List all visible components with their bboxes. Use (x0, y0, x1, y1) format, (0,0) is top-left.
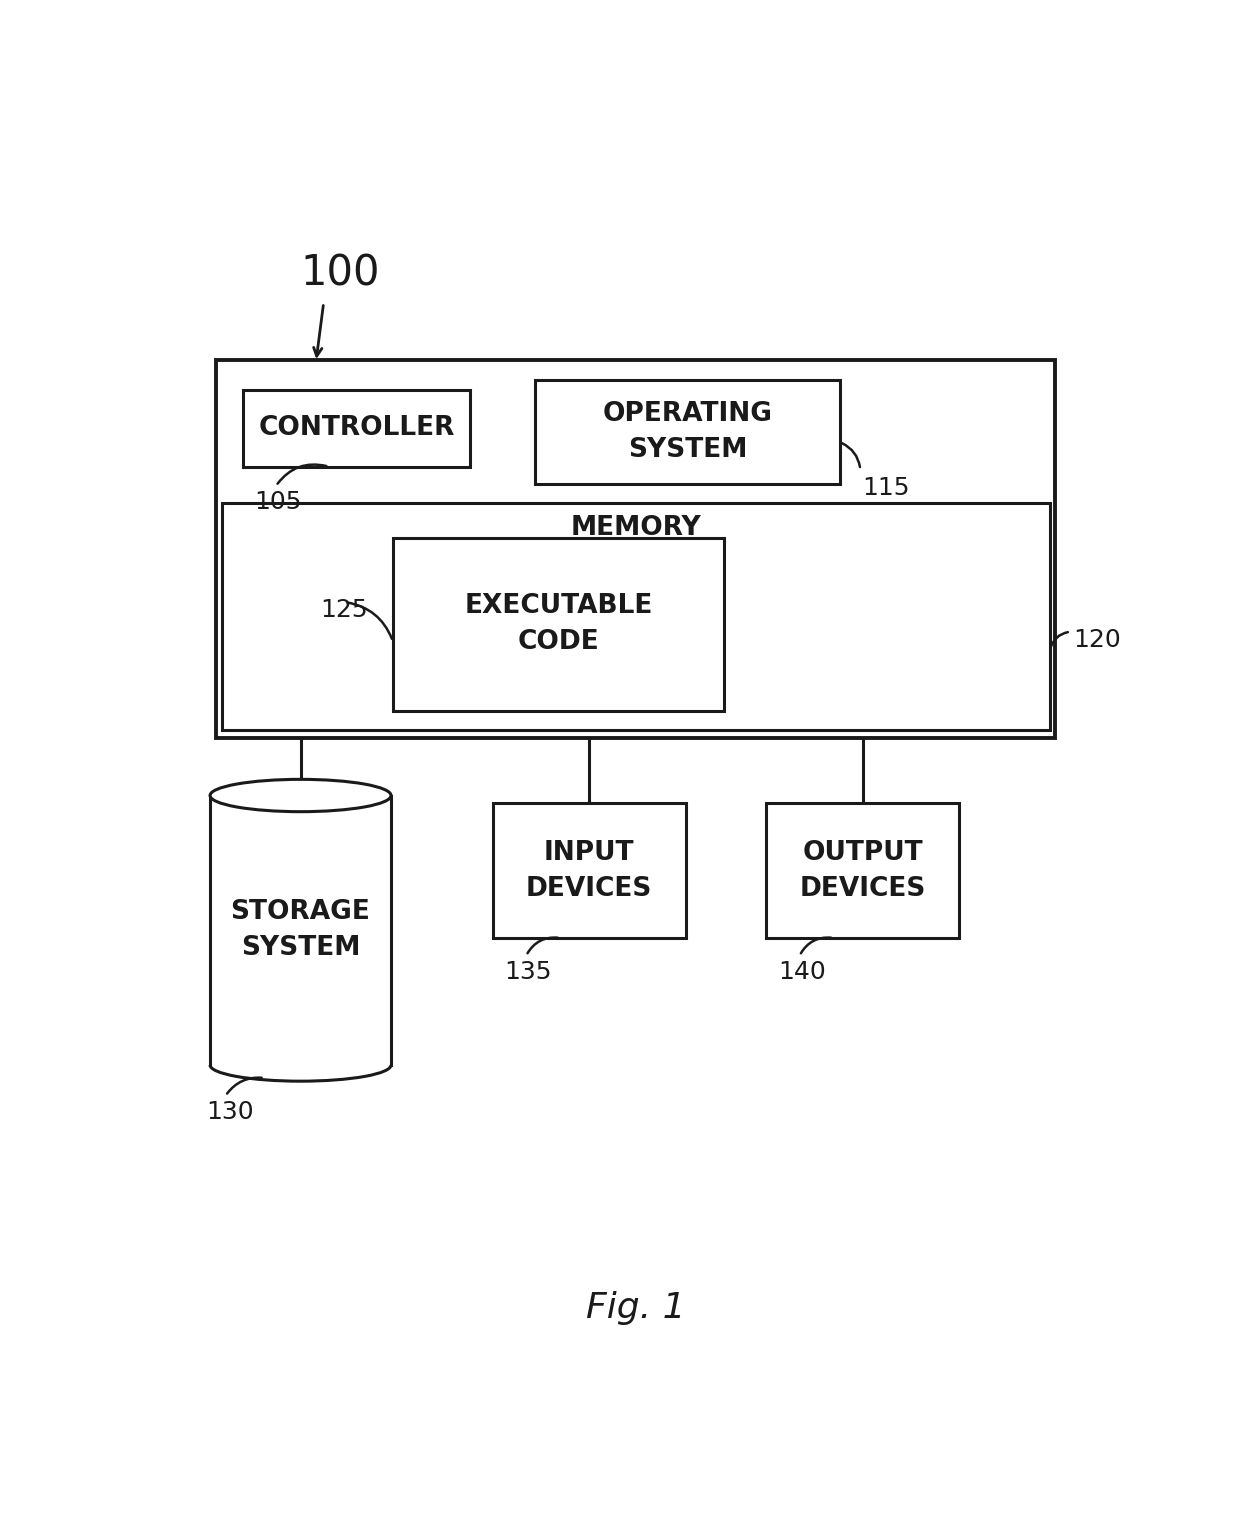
Bar (536, 380, 839, 484)
Text: MEMORY: MEMORY (570, 515, 702, 541)
Text: 115: 115 (863, 475, 910, 500)
Text: CONTROLLER: CONTROLLER (258, 416, 455, 442)
Bar (494, 804, 686, 938)
Bar (222, 503, 1050, 730)
Text: 135: 135 (505, 960, 552, 984)
Text: STORAGE
SYSTEM: STORAGE SYSTEM (231, 900, 371, 961)
Text: EXECUTABLE
CODE: EXECUTABLE CODE (464, 593, 652, 656)
Bar (393, 538, 724, 711)
Text: INPUT
DEVICES: INPUT DEVICES (526, 839, 652, 902)
Text: 140: 140 (777, 960, 826, 984)
Text: Fig. 1: Fig. 1 (585, 1291, 686, 1325)
Text: 125: 125 (320, 597, 367, 622)
Text: OUTPUT
DEVICES: OUTPUT DEVICES (800, 839, 926, 902)
Text: 130: 130 (206, 1100, 254, 1123)
Text: 100: 100 (300, 252, 379, 295)
Text: 120: 120 (1073, 628, 1121, 652)
Ellipse shape (210, 779, 391, 811)
Text: 105: 105 (254, 490, 301, 513)
Bar (766, 804, 959, 938)
Bar (216, 361, 1055, 738)
Text: OPERATING
SYSTEM: OPERATING SYSTEM (603, 400, 773, 463)
Bar (243, 390, 470, 466)
